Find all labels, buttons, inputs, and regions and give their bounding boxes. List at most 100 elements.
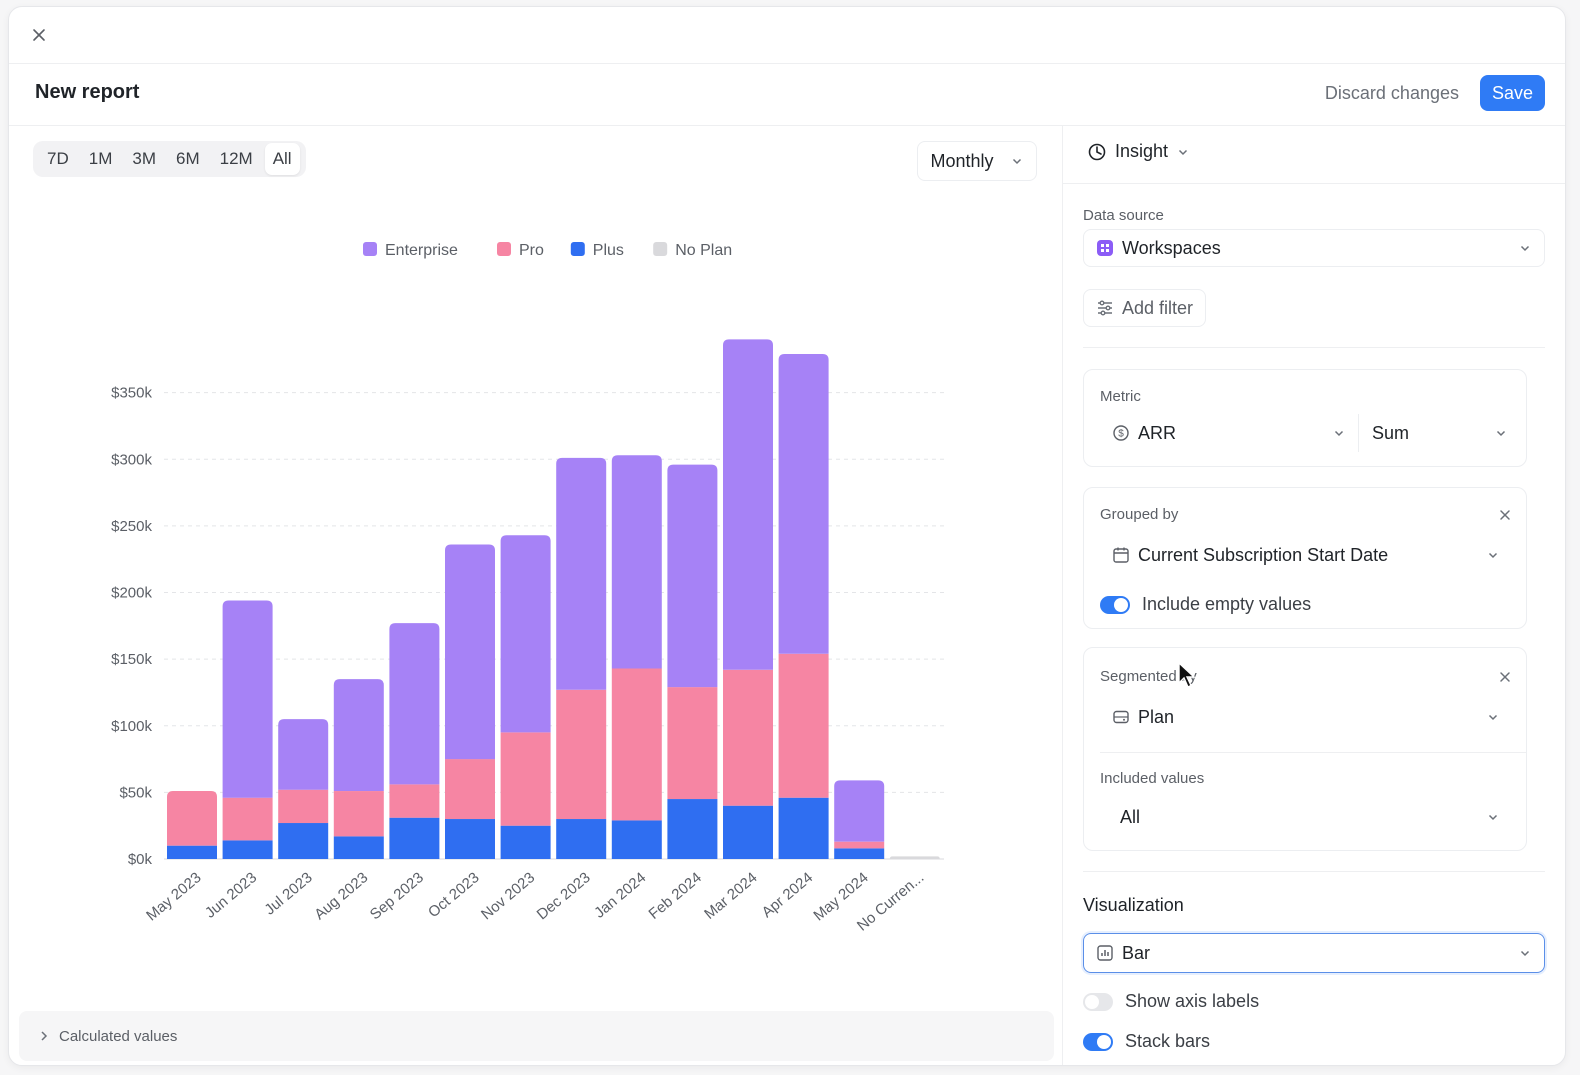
- divider: [1083, 871, 1545, 872]
- stack-bars-row: Stack bars: [1083, 1031, 1210, 1052]
- y-tick-label: $50k: [119, 784, 152, 801]
- x-tick-label: Jun 2023: [202, 869, 260, 922]
- discard-changes-button[interactable]: Discard changes: [1319, 79, 1465, 108]
- metric-label: Metric: [1100, 388, 1141, 405]
- x-tick-label: Nov 2023: [478, 869, 538, 923]
- svg-text:$: $: [1118, 429, 1124, 440]
- bar-segment-plus: [556, 819, 607, 859]
- period-select[interactable]: Monthly: [917, 141, 1037, 181]
- dollar-icon: $: [1113, 425, 1129, 441]
- bar-segment-enterprise: [667, 464, 718, 688]
- chevron-down-icon: [1520, 245, 1530, 252]
- visualization-label: Visualization: [1083, 895, 1184, 915]
- divider: [1358, 414, 1359, 452]
- add-filter-label: Add filter: [1122, 297, 1194, 318]
- chart-panel: $0k $50k $100k $150k $200k $250k $300k $350k May…: [9, 125, 1063, 1065]
- bar-chart-icon: [1097, 945, 1113, 961]
- include-empty-values-toggle[interactable]: [1100, 595, 1130, 614]
- grouped-by-select[interactable]: Current Subscription Start Date: [1100, 536, 1512, 574]
- x-tick-label: Dec 2023: [534, 869, 594, 923]
- bar-segment-plus: [222, 840, 273, 859]
- range-6m[interactable]: 6M: [175, 149, 200, 168]
- visualization-select[interactable]: Bar: [1083, 933, 1545, 973]
- bar-segment-pro: [333, 791, 384, 837]
- bar-segment-pro: [500, 732, 551, 826]
- x-tick-label: Aug 2023: [311, 869, 371, 923]
- range-all[interactable]: All: [264, 143, 300, 175]
- chevron-down-icon: [1488, 814, 1498, 821]
- x-tick-label: Feb 2024: [645, 869, 704, 923]
- save-button[interactable]: Save: [1479, 75, 1545, 111]
- bar-segment-pro: [389, 784, 440, 818]
- segmented-by-select[interactable]: Plan: [1100, 698, 1512, 736]
- bar-segment-pro: [611, 668, 662, 821]
- x-tick-label: May 2023: [143, 869, 204, 924]
- calculated-values-toggle[interactable]: Calculated values: [19, 1011, 1054, 1061]
- bar-segment-pro: [778, 653, 829, 798]
- chevron-down-icon: [1012, 158, 1021, 165]
- bar-segment-plus: [500, 825, 551, 859]
- bar-chart: $0k $50k $100k $150k $200k $250k $300k $350k May…: [111, 242, 944, 935]
- bar-segment-no-plan: [889, 856, 940, 859]
- insight-label: Insight: [1115, 141, 1169, 161]
- segmented-by-card: Segmented by Plan Included values All: [1083, 647, 1527, 851]
- x-tick-label: Jul 2023: [261, 869, 315, 918]
- bar-segment-plus: [667, 799, 718, 859]
- add-filter-button[interactable]: Add filter: [1083, 289, 1207, 327]
- bar-segment-pro: [556, 689, 607, 820]
- legend-label: Plus: [593, 242, 624, 259]
- bar-segment-enterprise: [611, 455, 662, 669]
- y-tick-label: $0k: [128, 851, 153, 868]
- data-source-select[interactable]: Workspaces: [1083, 229, 1545, 267]
- report-window: New report Discard changes Save $0k $50k $…: [8, 6, 1566, 1066]
- divider: [1063, 183, 1565, 184]
- metric-aggregation-select[interactable]: Sum: [1360, 414, 1520, 452]
- x-tick-label: Mar 2024: [701, 869, 760, 923]
- legend-label: Enterprise: [385, 242, 458, 259]
- close-icon[interactable]: [29, 25, 49, 45]
- close-icon[interactable]: [1498, 670, 1512, 684]
- bar-segment-enterprise: [834, 780, 885, 842]
- legend-swatch: [570, 242, 585, 256]
- time-range-selector: 7D 1M 3M 6M 12M All: [33, 141, 306, 177]
- bar-segment-enterprise: [445, 544, 495, 760]
- included-values-label: Included values: [1100, 770, 1205, 787]
- bar-segment-plus: [611, 820, 662, 859]
- divider: [1100, 752, 1526, 753]
- included-values-select[interactable]: All: [1100, 798, 1512, 836]
- bar-segment-pro: [723, 669, 773, 806]
- close-icon[interactable]: [1498, 508, 1512, 522]
- range-1m[interactable]: 1M: [88, 149, 113, 168]
- x-tick-label: Apr 2024: [759, 869, 817, 921]
- chevron-down-icon: [1496, 430, 1506, 437]
- range-3m[interactable]: 3M: [132, 149, 156, 168]
- bar-segment-plus: [333, 836, 384, 859]
- bar-segment-plus: [167, 845, 217, 859]
- segmented-by-value: Plan: [1138, 706, 1175, 727]
- grouped-by-label: Grouped by: [1100, 506, 1179, 523]
- bar-segment-pro: [222, 797, 273, 841]
- bar-segment-pro: [278, 789, 329, 824]
- metric-field-select[interactable]: $ ARR: [1100, 414, 1358, 452]
- included-values-value: All: [1120, 806, 1141, 827]
- grouped-by-value: Current Subscription Start Date: [1138, 544, 1389, 565]
- visualization-value: Bar: [1122, 942, 1151, 963]
- show-axis-labels-toggle[interactable]: [1083, 992, 1113, 1011]
- x-tick-label: Oct 2023: [425, 869, 483, 921]
- bar-segment-enterprise: [723, 339, 773, 670]
- y-tick-label: $300k: [111, 451, 152, 468]
- period-value: Monthly: [930, 150, 994, 171]
- insight-type-select[interactable]: Insight: [1087, 141, 1190, 162]
- metric-card: Metric $ ARR Sum: [1083, 369, 1527, 467]
- legend-swatch: [363, 242, 377, 256]
- chevron-down-icon: [1488, 552, 1498, 559]
- bar-segment-enterprise: [333, 679, 384, 792]
- bar-segment-plus: [389, 817, 440, 859]
- stack-bars-toggle[interactable]: [1083, 1032, 1113, 1051]
- data-source-label: Data source: [1083, 207, 1164, 224]
- workspace-icon: [1097, 240, 1113, 256]
- range-12m[interactable]: 12M: [219, 149, 253, 168]
- bar-segment-plus: [778, 797, 829, 859]
- show-axis-labels-row: Show axis labels: [1083, 991, 1259, 1012]
- range-7d[interactable]: 7D: [47, 149, 69, 168]
